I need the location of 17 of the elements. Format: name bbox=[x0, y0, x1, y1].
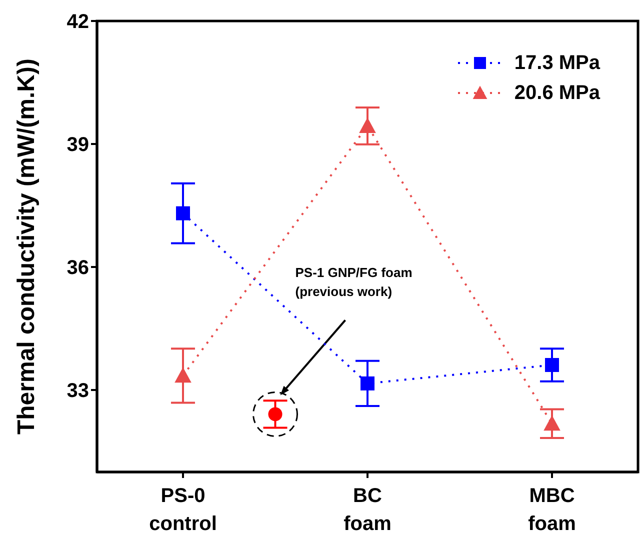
legend-label: 17.3 MPa bbox=[514, 52, 600, 74]
y-tick-label: 42 bbox=[66, 11, 89, 34]
point bbox=[174, 367, 192, 383]
y-tick-label: 33 bbox=[66, 380, 89, 402]
x-tick-label: MBC foam bbox=[528, 485, 576, 535]
x-tick-label: PS-0 control bbox=[149, 485, 217, 535]
point bbox=[544, 415, 560, 431]
point bbox=[360, 376, 374, 390]
y-axis-title: Thermal conductivity (mW/(m.K)) bbox=[13, 58, 40, 435]
point bbox=[176, 206, 190, 220]
annotation: PS-1 GNP/FG foam (previous work) bbox=[295, 265, 412, 300]
point bbox=[545, 358, 559, 372]
point bbox=[359, 118, 376, 133]
y-tick-label: 39 bbox=[66, 134, 89, 156]
legend-label: 20.6 MPa bbox=[514, 82, 600, 104]
y-tick-label: 36 bbox=[66, 257, 89, 280]
x-tick-label: BC foam bbox=[344, 485, 392, 535]
